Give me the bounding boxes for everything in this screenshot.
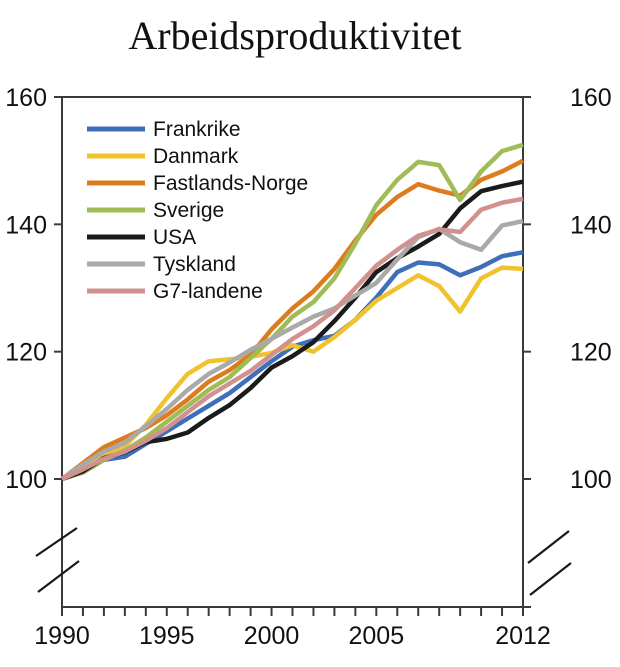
y-tick-label-left: 140 [5,211,47,239]
y-tick-label-right: 160 [570,84,612,112]
axis-break-mark-left [35,527,78,557]
legend-label: Fastlands-Norge [153,172,308,195]
legend-label: G7-landene [153,280,263,303]
y-tick-label-right: 120 [570,339,612,367]
legend-item-fastlands-norge: Fastlands-Norge [87,172,308,195]
legend-item-tyskland: Tyskland [87,253,236,276]
y-tick-label-right: 140 [570,211,612,239]
ticks-layer: 100 100 120 120 140 140 160 160 1990 1995 2000 2005… [5,84,611,650]
legend-item-g7-landene: G7-landene [87,280,263,303]
legend-label: Sverige [153,199,224,222]
axis-break-mark-left [37,560,80,593]
y-tick-label-left: 100 [5,466,47,494]
x-tick-label: 1995 [139,622,195,650]
series-line-g7-landene [61,196,524,482]
y-tick-label-left: 160 [5,84,47,112]
legend-label: Tyskland [153,253,236,276]
legend-item-usa: USA [87,226,196,249]
legend-item-frankrike: Frankrike [87,118,241,141]
legend-label: USA [153,226,196,249]
x-tick-label: 1990 [34,622,90,650]
y-tick-label-right: 100 [570,466,612,494]
axis-break-mark-right [529,562,572,596]
axis-break-mark-right [527,530,570,564]
x-tick-label: 2000 [244,622,300,650]
chart-title: Arbeidsproduktivitet [128,13,462,58]
x-tick-label: 2005 [349,622,405,650]
series-line-sverige [61,142,524,482]
legend: Frankrike Danmark Fastlands-Norge Sverige US… [87,118,308,303]
series-layer [60,142,525,482]
legend-label: Danmark [153,145,239,168]
legend-label: Frankrike [153,118,241,141]
legend-item-sverige: Sverige [87,199,224,222]
y-tick-label-left: 120 [5,339,47,367]
legend-item-danmark: Danmark [87,145,239,168]
x-tick-label: 2012 [495,622,551,650]
series-line-tyskland [60,218,524,481]
